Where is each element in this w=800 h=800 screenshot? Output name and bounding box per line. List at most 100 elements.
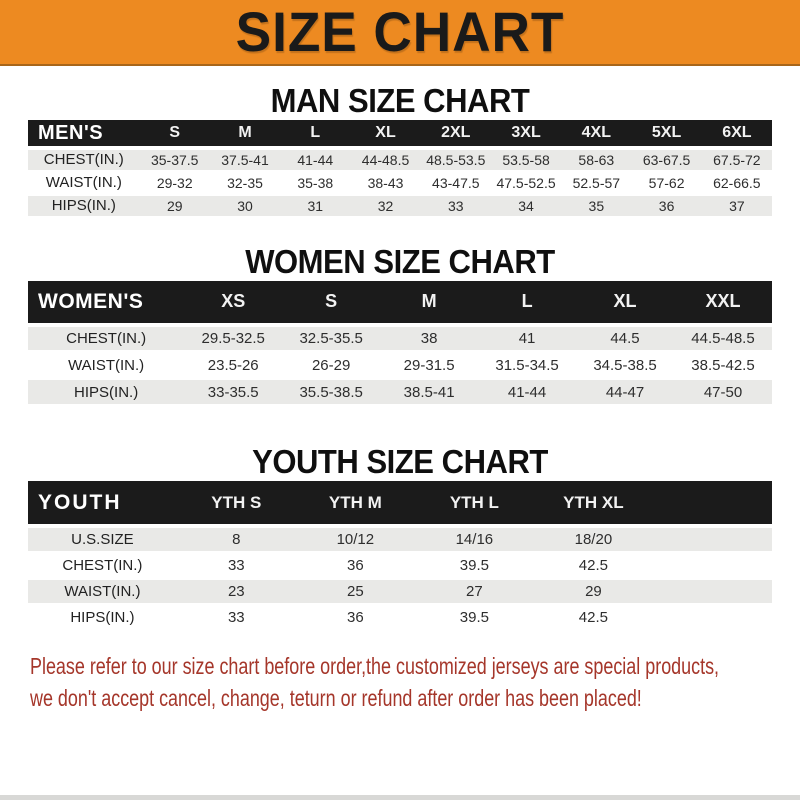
size-value-cell: 27 — [466, 582, 483, 600]
table-row: WAIST(IN.) 23 25 27 29 — [28, 578, 772, 604]
size-value-cell: 8 — [232, 530, 241, 548]
size-column-header: S — [169, 124, 181, 141]
empty-header-cell — [653, 481, 772, 526]
size-value-cell: 32-35 — [227, 174, 263, 191]
table-row: CHEST(IN.) 33 36 39.5 42.5 — [28, 552, 772, 578]
table-row: CHEST(IN.) 29.5-32.5 32.5-35.5 38 41 44.5 44.5… — [28, 324, 772, 352]
measure-label-cell: HIPS(IN.) — [51, 197, 116, 214]
page-title: SIZE CHART — [235, 0, 565, 63]
women-size-table: WOMEN'S XS S M L XL XXL CHEST(IN.) 29.5-32.5 32.5… — [28, 280, 772, 408]
table-header-row: MEN'S S M L XL 2XL 3XL 4XL 5XL 6XL — [28, 120, 772, 148]
size-value-cell: 14/16 — [455, 530, 494, 548]
size-value-cell: 44-47 — [605, 383, 645, 401]
size-column-header: 3XL — [511, 124, 541, 141]
size-value-cell: 33-35.5 — [207, 383, 259, 401]
measure-label-cell: CHEST(IN.) — [43, 151, 124, 169]
size-value-cell: 63-67.5 — [642, 151, 691, 168]
size-value-cell: 37 — [729, 197, 745, 214]
table-row: U.S.SIZE 8 10/12 14/16 18/20 — [28, 526, 772, 552]
size-column-header: XL — [613, 291, 637, 311]
table-row: CHEST(IN.) 35-37.5 37.5-41 41-44 44-48.5 48.5… — [28, 148, 772, 171]
youth-section-heading: YOUTH SIZE CHART — [252, 443, 548, 480]
banner: SIZE CHART — [0, 0, 800, 66]
size-value-cell: 43-47.5 — [432, 174, 480, 191]
size-value-cell: 29-32 — [156, 174, 193, 191]
empty-cell — [653, 526, 772, 552]
disclaimer-line-1: Please refer to our size chart before or… — [30, 652, 720, 679]
men-section: MAN SIZE CHART MEN'S S M L XL 2XL 3XL 4XL 5XL 6XL… — [0, 82, 800, 219]
bottom-edge-strip — [0, 795, 800, 800]
size-value-cell: 42.5 — [578, 556, 608, 574]
size-column-header: YTH M — [328, 492, 382, 512]
size-value-cell: 35-38 — [297, 174, 334, 191]
size-column-header: XXL — [705, 291, 741, 311]
size-value-cell: 29 — [166, 197, 183, 214]
size-value-cell: 48.5-53.5 — [426, 151, 486, 168]
size-column-header: 2XL — [441, 124, 471, 141]
table-row: HIPS(IN.) 29 30 31 32 33 34 35 36 37 — [28, 194, 772, 217]
table-header-row: WOMEN'S XS S M L XL XXL — [28, 280, 772, 325]
size-value-cell: 39.5 — [459, 556, 489, 574]
size-value-cell: 39.5 — [459, 608, 489, 626]
empty-cell — [653, 578, 772, 604]
women-section: WOMEN SIZE CHART WOMEN'S XS S M L XL XXL CHEST(… — [0, 243, 800, 408]
size-value-cell: 52.5-57 — [572, 174, 621, 191]
size-column-header: L — [310, 124, 321, 141]
size-value-cell: 10/12 — [336, 530, 375, 548]
size-value-cell: 41 — [518, 329, 536, 347]
size-value-cell: 33 — [227, 608, 245, 626]
size-value-cell: 35.5-38.5 — [299, 383, 363, 401]
size-value-cell: 35 — [588, 197, 605, 214]
table-header-row: YOUTH YTH S YTH M YTH L YTH XL — [28, 481, 772, 526]
size-value-cell: 36 — [347, 608, 364, 626]
size-value-cell: 58-63 — [578, 151, 615, 168]
size-column-header: 5XL — [651, 124, 682, 141]
size-value-cell: 47.5-52.5 — [496, 174, 556, 191]
size-value-cell: 44.5-48.5 — [691, 329, 755, 347]
size-value-cell: 62-66.5 — [713, 174, 761, 191]
men-size-table: MEN'S S M L XL 2XL 3XL 4XL 5XL 6XL CHEST(IN.) 35-37… — [28, 120, 772, 219]
size-value-cell: 67.5-72 — [713, 151, 761, 168]
table-row: WAIST(IN.) 23.5-26 26-29 29-31.5 31.5-34.5 34… — [28, 352, 772, 379]
size-column-header: XL — [375, 124, 396, 141]
size-column-header: YTH L — [449, 492, 499, 512]
measure-label-cell: CHEST(IN.) — [62, 556, 143, 574]
women-section-heading: WOMEN SIZE CHART — [245, 242, 555, 280]
table-row: HIPS(IN.) 33-35.5 35.5-38.5 38.5-41 41-44 44-… — [28, 378, 772, 406]
size-value-cell: 31.5-34.5 — [495, 356, 559, 374]
disclaimer: Please refer to our size chart before or… — [30, 650, 720, 714]
size-value-cell: 32 — [377, 197, 394, 214]
size-value-cell: 38-43 — [367, 174, 404, 191]
size-column-header: 6XL — [722, 124, 752, 141]
empty-cell — [653, 552, 772, 578]
size-column-header: M — [238, 124, 252, 141]
measure-label-cell: CHEST(IN.) — [66, 329, 147, 347]
size-column-header: S — [325, 291, 338, 311]
size-value-cell: 47-50 — [703, 383, 743, 401]
size-column-header: XS — [221, 291, 246, 311]
table-title-cell: MEN'S — [38, 121, 104, 144]
size-value-cell: 41-44 — [297, 151, 334, 168]
table-title-cell: WOMEN'S — [38, 289, 144, 313]
size-column-header: YTH S — [211, 492, 262, 512]
size-column-header: L — [521, 291, 533, 311]
size-value-cell: 38 — [420, 329, 438, 347]
size-value-cell: 34.5-38.5 — [593, 356, 657, 374]
size-value-cell: 29.5-32.5 — [201, 329, 265, 347]
size-value-cell: 44-48.5 — [361, 151, 410, 168]
size-value-cell: 18/20 — [574, 530, 613, 548]
size-value-cell: 30 — [237, 197, 253, 214]
size-column-header: 4XL — [581, 124, 611, 141]
size-value-cell: 41-44 — [507, 383, 547, 401]
size-value-cell: 31 — [307, 197, 324, 214]
empty-cell — [653, 604, 772, 630]
table-row: WAIST(IN.) 29-32 32-35 35-38 38-43 43-47.5 47.… — [28, 171, 772, 194]
size-value-cell: 42.5 — [578, 608, 608, 626]
size-value-cell: 23 — [227, 582, 245, 600]
size-column-header: M — [421, 291, 437, 311]
size-value-cell: 57-62 — [648, 174, 685, 191]
size-value-cell: 32.5-35.5 — [299, 329, 363, 347]
disclaimer-line-2: we don't accept cancel, change, teturn o… — [30, 684, 642, 711]
size-value-cell: 23.5-26 — [207, 356, 259, 374]
